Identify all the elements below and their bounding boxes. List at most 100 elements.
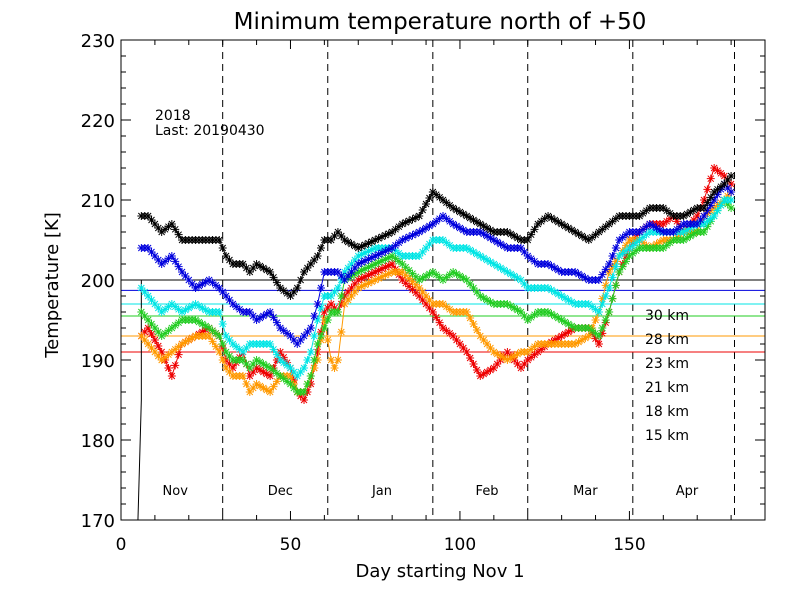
series-point	[364, 247, 373, 256]
series-point	[574, 270, 583, 278]
series-18-km	[137, 180, 736, 348]
series-point	[347, 284, 356, 292]
series-point	[415, 228, 424, 236]
series-point	[506, 354, 515, 362]
series-point	[174, 350, 183, 359]
series-point	[272, 369, 281, 378]
series-point	[411, 272, 420, 281]
series-point	[208, 337, 217, 346]
series-point	[188, 334, 197, 342]
series-point	[154, 256, 163, 264]
series-point	[564, 224, 573, 232]
series-point	[516, 244, 525, 252]
series-point	[638, 238, 647, 247]
series-point	[611, 257, 620, 266]
series-point	[391, 246, 400, 255]
series-point	[276, 324, 285, 332]
series-point	[296, 276, 305, 284]
series-point	[422, 292, 431, 300]
series-point	[425, 270, 434, 278]
series-point	[171, 361, 180, 370]
y-tick-label: 220	[81, 111, 115, 132]
series-point	[296, 336, 305, 344]
month-label: Apr	[676, 484, 699, 499]
series-point	[367, 253, 376, 262]
series-point	[323, 316, 332, 324]
series-point	[194, 282, 203, 290]
series-point	[361, 256, 370, 265]
series-point	[147, 330, 156, 338]
series-point	[408, 215, 417, 224]
series-point	[530, 342, 539, 351]
series-point	[571, 228, 580, 236]
series-point	[415, 284, 424, 292]
series-point	[361, 248, 370, 257]
series-point	[150, 336, 159, 344]
series-point	[693, 220, 702, 228]
series-point	[513, 350, 522, 358]
series-point	[303, 356, 312, 364]
series-point	[340, 236, 349, 244]
series-point	[323, 304, 332, 312]
series-point	[181, 338, 190, 346]
series-point	[171, 302, 180, 311]
series-point	[262, 386, 271, 394]
series-point	[405, 266, 414, 275]
series-point	[225, 368, 234, 376]
series-point	[442, 214, 451, 223]
series-point	[723, 184, 732, 192]
series-point	[150, 300, 159, 308]
series-point	[486, 298, 495, 306]
series-point	[462, 308, 471, 316]
series-point	[161, 353, 170, 362]
series-point	[157, 348, 166, 356]
x-tick-label: 100	[444, 535, 476, 555]
series-point	[293, 284, 302, 292]
series-point	[442, 198, 451, 207]
series-point	[425, 296, 434, 304]
series-point	[577, 272, 586, 280]
series-point	[533, 348, 542, 356]
series-point	[662, 217, 671, 226]
series-point	[398, 236, 407, 244]
series-point	[540, 214, 549, 223]
series-point	[405, 282, 414, 291]
series-point	[306, 260, 315, 268]
series-point	[662, 241, 671, 250]
series-point	[157, 332, 166, 340]
series-point	[167, 252, 176, 260]
series-point	[245, 364, 254, 372]
series-point	[523, 356, 532, 364]
series-point	[279, 358, 288, 367]
series-point	[225, 256, 234, 264]
series-point	[384, 261, 393, 270]
series-point	[140, 312, 149, 320]
series-point	[415, 276, 424, 284]
series-point	[557, 316, 566, 324]
series-point	[608, 217, 617, 226]
series-point	[167, 300, 176, 308]
series-point	[337, 328, 346, 336]
series-point	[544, 260, 553, 268]
series-point	[666, 214, 675, 223]
series-point	[655, 226, 664, 234]
series-point	[161, 305, 170, 314]
series-point	[361, 272, 370, 281]
series-point	[476, 220, 485, 228]
series-point	[232, 302, 241, 311]
series-point	[147, 296, 156, 304]
series-point	[205, 276, 214, 284]
series-point	[611, 281, 620, 290]
series-point	[574, 338, 583, 346]
series-point	[554, 290, 563, 298]
series-point	[384, 245, 393, 254]
series-point	[598, 225, 607, 234]
series-point	[594, 340, 603, 348]
series-point	[594, 276, 603, 284]
series-point	[615, 268, 624, 276]
series-point	[500, 266, 509, 274]
series-15-km	[137, 172, 736, 300]
series-point	[510, 232, 519, 240]
series-point	[283, 361, 292, 370]
series-point	[401, 271, 410, 280]
